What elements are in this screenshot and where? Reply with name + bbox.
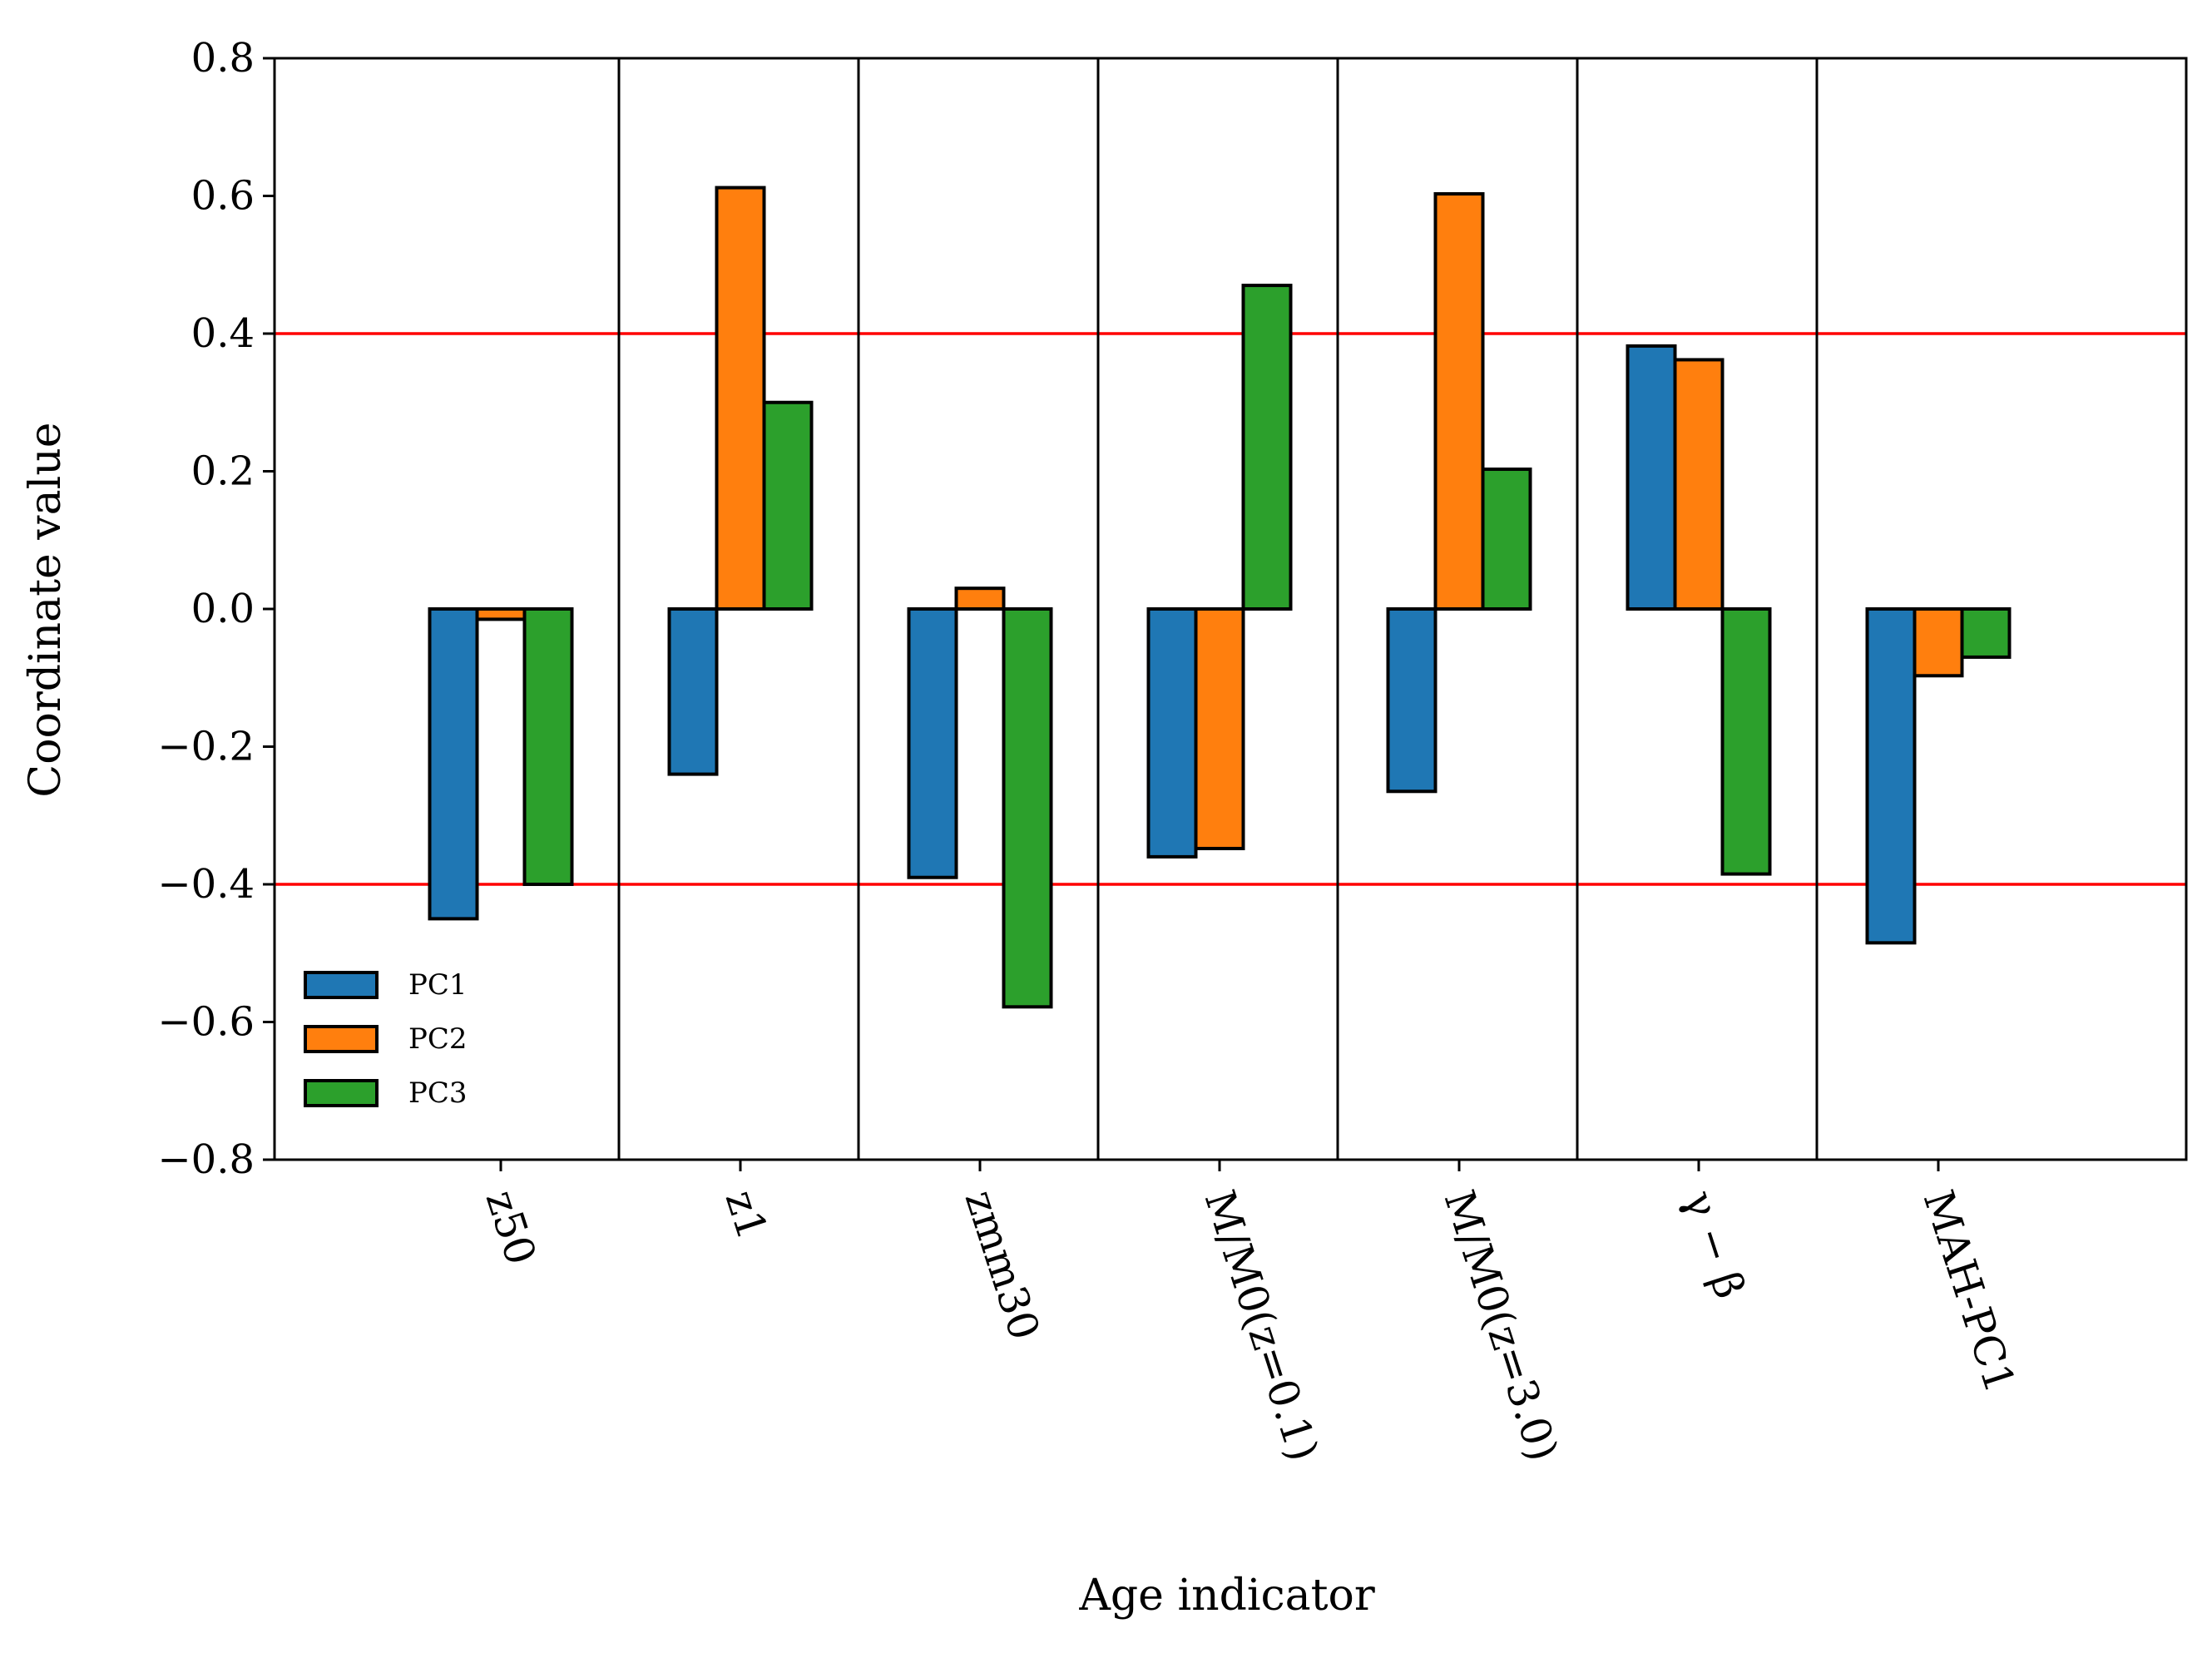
bar-pc3-0	[522, 607, 574, 886]
x-tick-label: MAH-PC1	[1914, 1185, 2025, 1398]
x-tick-label: zmm30	[956, 1185, 1049, 1346]
bar-pc2-5	[1673, 358, 1725, 611]
y-tick-label: −0.2	[157, 724, 255, 770]
bar-pc1-4	[1386, 607, 1438, 794]
bar-pc2-6	[1913, 607, 1964, 678]
y-tick-label: −0.6	[157, 999, 255, 1046]
legend-label-pc2: PC2	[408, 1022, 468, 1056]
legend-swatch-pc3	[304, 1079, 379, 1107]
bar-pc3-5	[1720, 607, 1772, 876]
bar-pc1-0	[428, 607, 479, 921]
bar-pc3-6	[1960, 607, 2012, 659]
legend-swatch-pc2	[304, 1025, 379, 1053]
bar-pc3-1	[762, 400, 814, 611]
x-axis-label: Age indicator	[1078, 1571, 1375, 1621]
x-tick-label: γ − β	[1675, 1185, 1754, 1304]
y-tick-label: −0.4	[157, 861, 255, 908]
legend-label-pc3: PC3	[408, 1076, 468, 1110]
legend-swatch-pc1	[304, 971, 379, 999]
bar-pc1-6	[1865, 607, 1917, 945]
bar-pc2-2	[954, 586, 1006, 611]
bar-pc2-0	[475, 607, 527, 621]
y-tick-label: 0.4	[191, 310, 255, 357]
bar-pc1-1	[667, 607, 719, 776]
x-tick-label: M/M0(z=0.1)	[1195, 1185, 1329, 1467]
bar-pc3-3	[1241, 284, 1293, 611]
x-tick-label: z50	[477, 1185, 546, 1270]
bar-pc3-4	[1481, 468, 1532, 611]
legend-label-pc1: PC1	[408, 968, 468, 1002]
y-tick-label: 0.0	[191, 586, 255, 632]
y-tick-label: 0.6	[191, 173, 255, 220]
x-tick-label: z1	[716, 1185, 777, 1245]
bar-pc2-1	[715, 186, 766, 611]
bar-pc1-5	[1626, 344, 1677, 611]
y-tick-label: 0.2	[191, 448, 255, 495]
y-tick-label: −0.8	[157, 1136, 255, 1183]
bar-pc1-2	[907, 607, 958, 879]
legend: PC1 PC2 PC3	[304, 968, 468, 1110]
bar-pc1-3	[1146, 607, 1198, 859]
x-tick-label: M/M0(z=3.0)	[1435, 1185, 1568, 1467]
y-tick-label: 0.8	[191, 35, 255, 82]
bar-pc3-2	[1002, 607, 1053, 1009]
bar-pc2-3	[1194, 607, 1245, 850]
y-axis-label: Coordinate value	[21, 422, 71, 797]
bar-pc2-4	[1433, 192, 1485, 611]
